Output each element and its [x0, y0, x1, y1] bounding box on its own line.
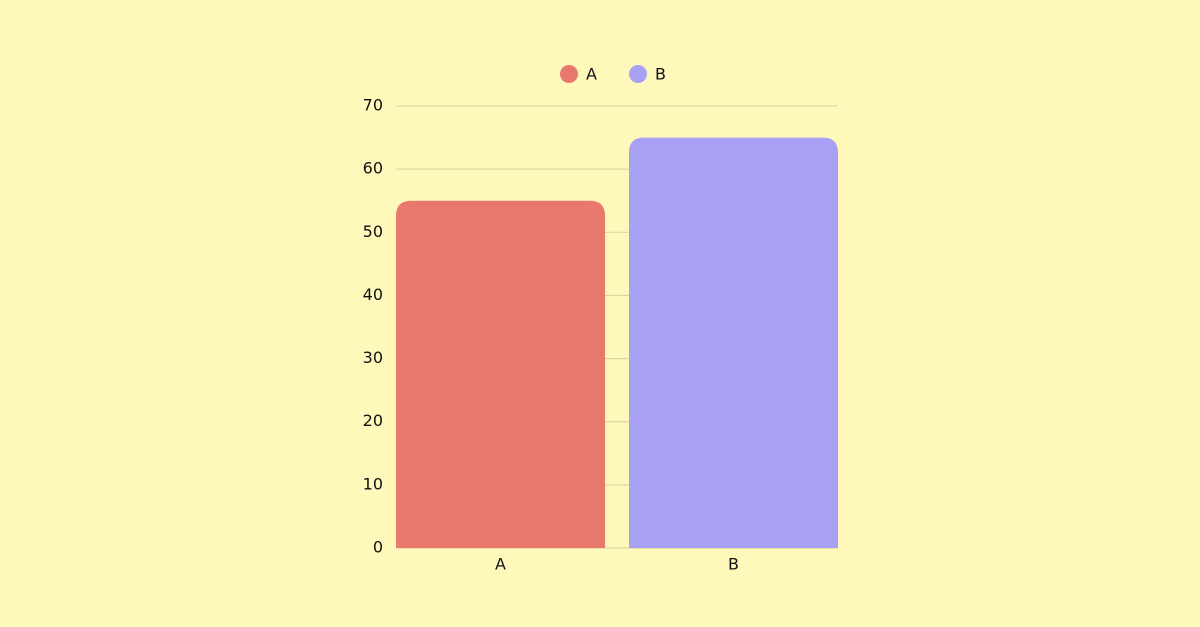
y-tick-label: 20 — [363, 411, 383, 430]
y-tick-label: 0 — [373, 538, 383, 557]
legend-label: B — [655, 65, 666, 84]
x-tick-label: A — [495, 555, 506, 574]
x-tick-label: B — [728, 555, 739, 574]
y-tick-label: 70 — [363, 96, 383, 115]
y-tick-label: 10 — [363, 474, 383, 493]
bar — [396, 200, 605, 548]
legend-swatch — [629, 65, 647, 83]
y-tick-label: 30 — [363, 348, 383, 367]
legend-swatch — [560, 65, 578, 83]
y-tick-label: 60 — [363, 159, 383, 178]
legend-label: A — [586, 65, 597, 84]
y-tick-label: 50 — [363, 222, 383, 241]
y-tick-label: 40 — [363, 285, 383, 304]
bar — [629, 137, 838, 549]
